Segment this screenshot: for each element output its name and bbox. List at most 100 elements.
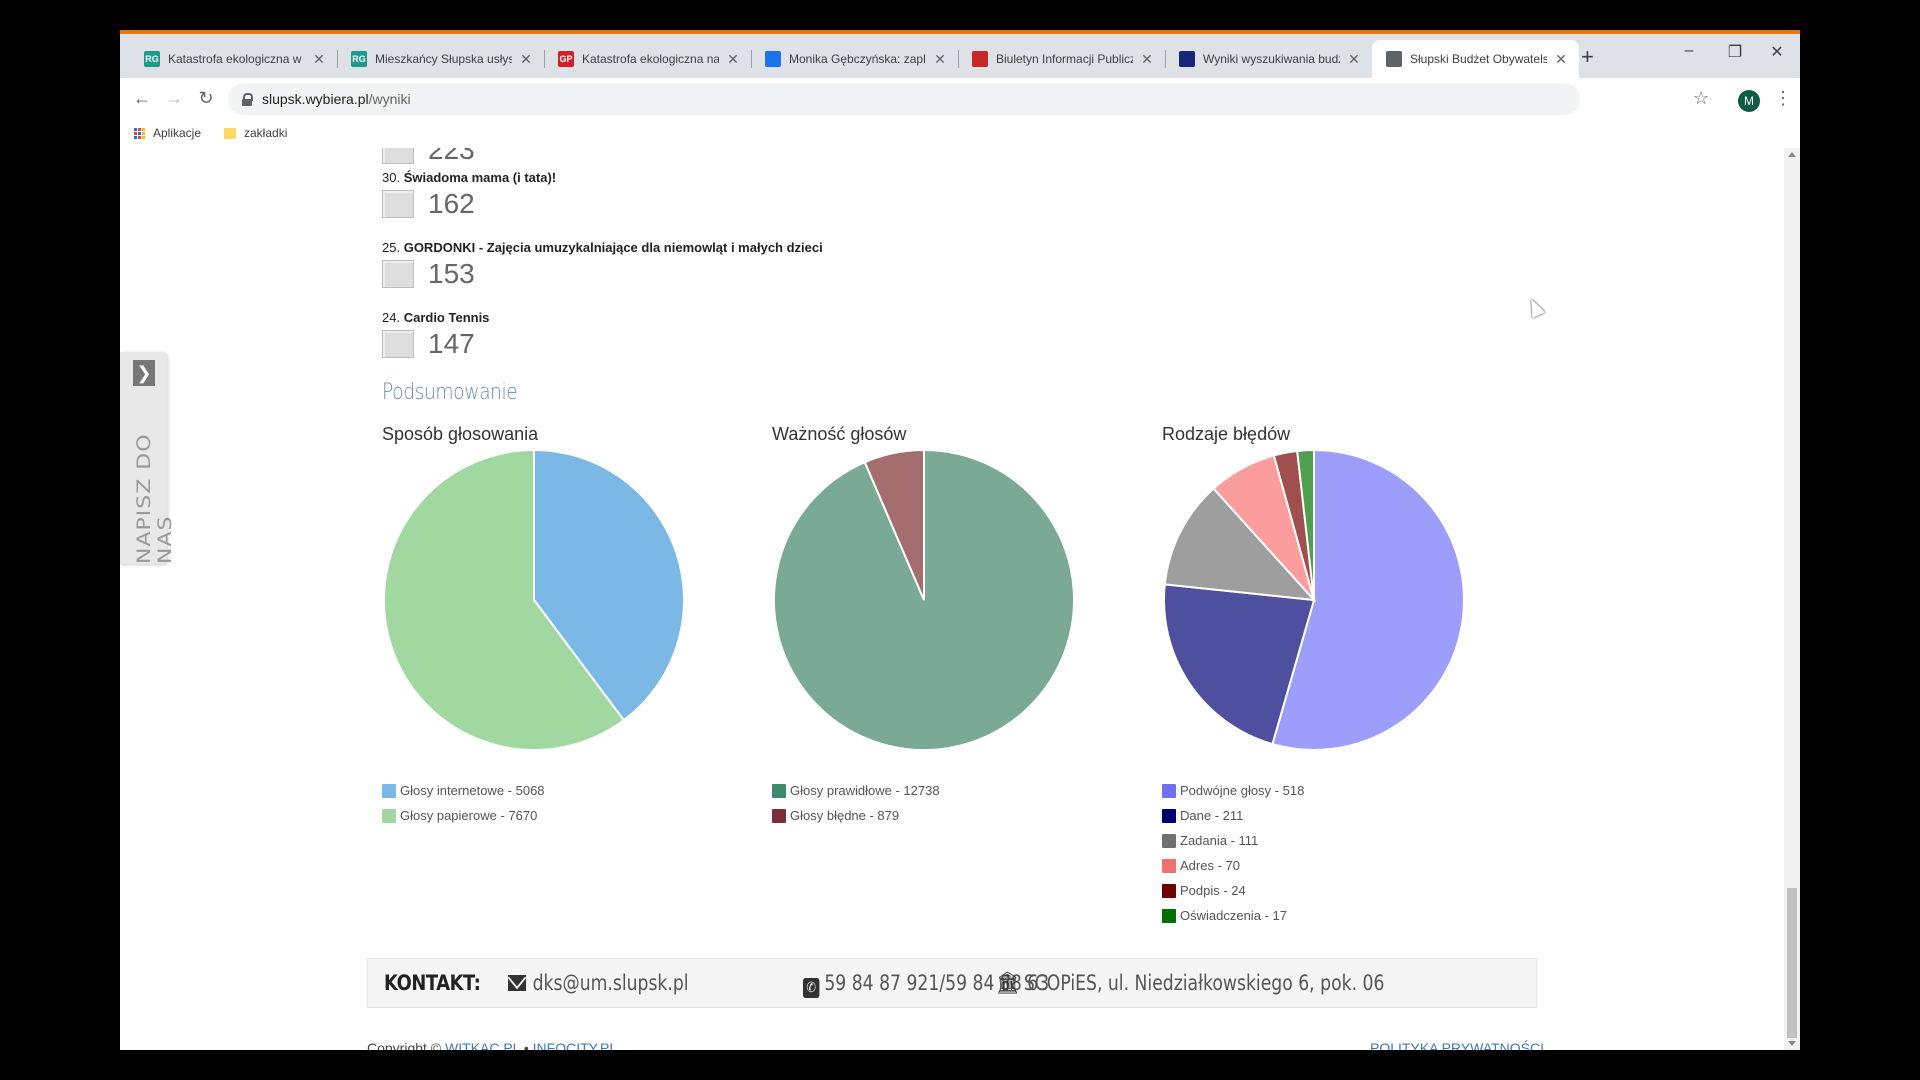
close-window-button[interactable]: ✕	[1770, 44, 1784, 61]
project-vote-count: 153	[428, 258, 475, 289]
tab-favicon-icon: RG	[144, 51, 160, 67]
browser-tab[interactable]: Monika Gębczyńska: zaplanowane ✕	[751, 40, 958, 78]
privacy-policy-link[interactable]: POLITYKA PRYWATNOŚCI	[1370, 1040, 1545, 1050]
legend-label: Głosy papierowe - 7670	[400, 808, 538, 823]
tab-favicon-icon	[765, 51, 781, 67]
forward-button[interactable]: →	[165, 88, 183, 108]
browser-tab[interactable]: Słupski Budżet Obywatelski ✕	[1372, 40, 1579, 78]
chart-title-error-types: Rodzaje błędów	[1162, 424, 1291, 444]
legend-swatch	[1162, 908, 1176, 923]
pie-slice[interactable]	[863, 448, 925, 601]
lock-icon[interactable]	[242, 93, 253, 106]
scroll-thumb[interactable]	[1787, 888, 1797, 1038]
legend-swatch	[772, 808, 786, 823]
pie-chart-voting-method	[383, 448, 685, 751]
infocity-link[interactable]: INFOCITY.PL	[532, 1040, 618, 1050]
tab-close-icon[interactable]: ✕	[1555, 50, 1567, 67]
legend-item: Adres - 70	[1162, 853, 1304, 878]
bookmark-star-icon[interactable]: ☆	[1693, 88, 1710, 108]
legend-swatch	[1162, 833, 1176, 848]
url-domain: slupsk.wybiera.pl	[262, 91, 369, 107]
browser-tab[interactable]: RG Katastrofa ekologiczna w Dąbrowie ✕	[130, 40, 337, 78]
tab-favicon-icon	[1179, 51, 1195, 67]
contact-label: KONTAKT:	[384, 971, 481, 995]
pie-slice[interactable]	[533, 448, 685, 722]
tab-close-icon[interactable]: ✕	[934, 50, 946, 67]
tab-favicon-icon: RG	[351, 51, 367, 67]
legend-label: Adres - 70	[1180, 858, 1240, 873]
summary-title: Podsumowanie	[382, 380, 518, 405]
contact-us-side-tab[interactable]: ❯ NAPISZ DO NAS	[120, 352, 176, 564]
phone-icon: ✆	[803, 978, 820, 998]
legend-item: Dane - 211	[1162, 803, 1304, 828]
legend-label: Oświadczenia - 17	[1180, 908, 1287, 923]
address-bar[interactable]: slupsk.wybiera.pl/wyniki	[228, 83, 1580, 115]
legend-label: Podwójne głosy - 518	[1180, 783, 1305, 798]
contact-address: 🏛 SCOPiES, ul. Niedziałkowskiego 6, pok. …	[996, 971, 1385, 996]
browser-tab[interactable]: Biuletyn Informacji Publicznej ✕	[958, 40, 1165, 78]
legend-item: Głosy błędne - 879	[772, 803, 940, 828]
tab-favicon-icon	[1386, 51, 1402, 67]
tab-close-icon[interactable]: ✕	[1348, 50, 1360, 67]
vote-bar	[382, 190, 414, 218]
chart-title-voting-method: Sposób głosowania	[382, 424, 539, 444]
page-scrollbar[interactable]	[1784, 148, 1800, 1050]
folder-icon	[224, 127, 236, 139]
pie-slice[interactable]	[773, 448, 1075, 751]
scroll-up-arrow[interactable]	[1788, 152, 1796, 157]
pie-slice[interactable]	[1163, 487, 1317, 602]
legend-label: Głosy prawidłowe - 12738	[790, 783, 940, 798]
tab-title: Mieszkańcy Słupska usłyszą	[375, 52, 512, 66]
legend-label: Podpis - 24	[1180, 883, 1246, 898]
tab-title: Katastrofa ekologiczna na...	[582, 52, 719, 66]
project-votes-row: 153	[382, 258, 475, 290]
bookmarks-bar: Aplikacje zakładki	[120, 120, 1800, 149]
footer-copyright: Copyright © WITKAC.PL • INFOCITY.PL	[367, 1040, 617, 1050]
building-icon: 🏛	[996, 971, 1019, 996]
bookmark-folder[interactable]: zakładki	[224, 126, 287, 140]
legend-swatch	[382, 808, 396, 823]
project-title: 30. Świadoma mama (i tata)!	[382, 170, 557, 185]
browser-tab[interactable]: RG Mieszkańcy Słupska usłyszą ✕	[337, 40, 544, 78]
pie-slice[interactable]	[1271, 448, 1465, 751]
contact-email[interactable]: dks@um.slupsk.pl	[508, 971, 689, 995]
tab-close-icon[interactable]: ✕	[520, 50, 532, 67]
browser-toolbar: ← → ↻ slupsk.wybiera.pl/wyniki	[120, 78, 1800, 120]
legend-label: Dane - 211	[1180, 808, 1244, 823]
legend-swatch	[1162, 808, 1176, 823]
pie-chart-error-types	[1163, 448, 1465, 751]
legend-item: Głosy internetowe - 5068	[382, 778, 545, 803]
window-accent-bar	[120, 30, 1800, 34]
legend-swatch	[772, 783, 786, 798]
project-vote-count: 162	[428, 188, 475, 219]
contact-bar: KONTAKT: dks@um.slupsk.pl ✆ 59 84 87 921/…	[367, 958, 1537, 1008]
pie-slice[interactable]	[1296, 448, 1315, 601]
witkac-link[interactable]: WITKAC.PL	[445, 1040, 520, 1050]
legend-item: Zadania - 111	[1162, 828, 1304, 853]
tab-close-icon[interactable]: ✕	[313, 50, 325, 67]
minimize-button[interactable]: –	[1684, 42, 1694, 59]
vote-bar	[382, 260, 414, 288]
chevron-right-icon: ❯	[133, 360, 155, 386]
legend-swatch	[382, 783, 396, 798]
menu-kebab-icon[interactable]: ⋮	[1774, 88, 1792, 108]
tab-bar: RG Katastrofa ekologiczna w Dąbrowie ✕ RG Mi…	[120, 34, 1800, 78]
bookmark-apps[interactable]: Aplikacje	[134, 126, 201, 140]
scroll-down-arrow[interactable]	[1788, 1041, 1796, 1046]
pie-slice[interactable]	[383, 448, 626, 751]
new-tab-button[interactable]: +	[1581, 44, 1594, 69]
chart-title-vote-validity: Ważność głosów	[772, 424, 907, 444]
browser-tab[interactable]: Wyniki wyszukiwania budżet ✕	[1165, 40, 1372, 78]
pie-slice[interactable]	[1163, 583, 1316, 746]
browser-tab[interactable]: GP Katastrofa ekologiczna na... ✕	[544, 40, 751, 78]
project-votes-row: 147	[382, 328, 475, 360]
tab-close-icon[interactable]: ✕	[1141, 50, 1153, 67]
profile-avatar[interactable]: M	[1738, 90, 1760, 112]
tab-title: Katastrofa ekologiczna w Dąbrowie	[168, 52, 305, 66]
tab-close-icon[interactable]: ✕	[727, 50, 739, 67]
vote-bar	[382, 148, 414, 164]
back-button[interactable]: ←	[133, 88, 151, 108]
contact-phone: ✆ 59 84 87 921/59 84 88 63	[803, 971, 1049, 998]
reload-button[interactable]: ↻	[198, 88, 214, 108]
restore-button[interactable]: ❐	[1727, 44, 1743, 61]
